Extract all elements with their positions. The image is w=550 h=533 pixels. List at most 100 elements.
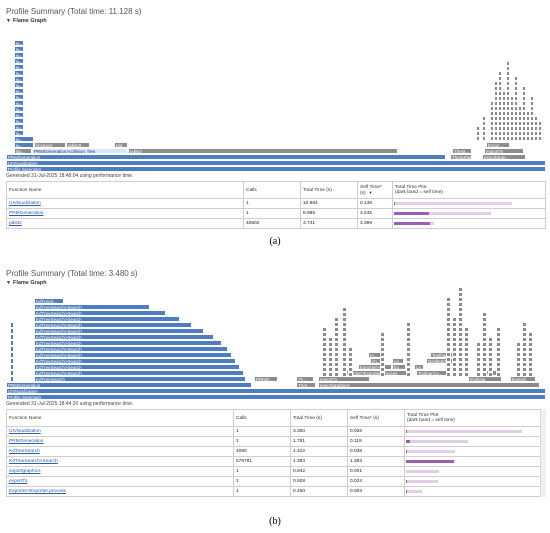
flame-frame-tower[interactable] <box>514 86 518 91</box>
flame-frame-bu[interactable]: Bu... <box>14 112 24 118</box>
flame-frame-tower[interactable] <box>446 317 451 322</box>
flame-frame-tower[interactable] <box>494 126 498 131</box>
flame-frame-bu[interactable]: Bu... <box>14 148 32 154</box>
flame-frame-tower[interactable] <box>452 367 457 372</box>
flame-frame-tower[interactable] <box>522 332 527 337</box>
flame-frame-kdtreesearch-search[interactable]: KdTreeSearch>Search <box>34 328 204 334</box>
flame-frame-tower[interactable] <box>458 302 463 307</box>
flame-frame-sliver[interactable] <box>10 322 14 328</box>
flame-frame-tower[interactable] <box>514 76 518 81</box>
flame-frame-tower[interactable] <box>380 357 385 362</box>
flame-frame-tower[interactable] <box>342 362 347 367</box>
flame-frame-tower[interactable] <box>518 131 522 136</box>
flame-frame-tower[interactable] <box>334 347 339 352</box>
flame-frame-tower[interactable] <box>446 357 451 362</box>
flame-frame-tower[interactable] <box>530 136 534 141</box>
flame-frame-tower[interactable] <box>522 126 526 131</box>
flame-frame-tower[interactable] <box>446 372 451 377</box>
flame-frame-tower[interactable] <box>510 116 514 121</box>
flame-frame-tower[interactable] <box>452 317 457 322</box>
flame-frame-tower[interactable] <box>482 357 487 362</box>
flame-frame-tower[interactable] <box>510 131 514 136</box>
flame-frame-tower[interactable] <box>380 372 385 377</box>
flame-frame-kdtreesearch-search[interactable]: KdTreeSearch>Search <box>34 334 214 340</box>
flame-frame-tower[interactable] <box>498 81 502 86</box>
table-scrollbar[interactable] <box>540 409 546 497</box>
column-self-time[interactable]: Self Time* (s) ▼ <box>357 181 393 199</box>
flame-frame-sliver[interactable] <box>10 340 14 346</box>
column-calls[interactable]: Calls <box>243 181 301 199</box>
flame-frame-sliver[interactable] <box>10 334 14 340</box>
flame-frame-tower[interactable] <box>446 342 451 347</box>
flame-frame-tower[interactable] <box>328 352 333 357</box>
flame-frame-tower[interactable] <box>458 357 463 362</box>
flame-frame-tower[interactable] <box>498 106 502 111</box>
flame-frame-tower[interactable] <box>528 352 533 357</box>
flame-frame-tower[interactable] <box>528 362 533 367</box>
flame-frame-tower[interactable] <box>406 332 411 337</box>
flame-frame-tower[interactable] <box>406 362 411 367</box>
flame-frame-tower[interactable] <box>458 312 463 317</box>
flame-frame-bu[interactable]: Bu... <box>14 106 24 112</box>
flame-frame-tower[interactable] <box>494 91 498 96</box>
flame-frame-tower[interactable] <box>502 116 506 121</box>
flame-frame-tower[interactable] <box>488 362 493 367</box>
flame-frame-tower[interactable] <box>458 372 463 377</box>
flame-frame-tower[interactable] <box>516 347 521 352</box>
flame-frame-tower[interactable] <box>476 357 481 362</box>
flame-frame-tower[interactable] <box>488 372 493 377</box>
flame-frame-tower[interactable] <box>528 342 533 347</box>
flame-frame-tower[interactable] <box>452 337 457 342</box>
table-row[interactable]: UIVisualization 1 3.350 0.026 <box>6 426 546 437</box>
flame-frame-tower[interactable] <box>506 126 510 131</box>
flame-frame-tower[interactable] <box>522 136 526 141</box>
flame-frame-tower[interactable] <box>342 352 347 357</box>
flame-frame-tower[interactable] <box>322 362 327 367</box>
flame-frame-tower[interactable] <box>522 101 526 106</box>
flame-frame-tower[interactable] <box>334 342 339 347</box>
flame-frame-tower[interactable] <box>446 332 451 337</box>
flame-frame-tower[interactable] <box>482 372 487 377</box>
flame-frame-tower[interactable] <box>494 131 498 136</box>
flame-frame-kdtreesearch-search[interactable]: KdTreeSearch>Search <box>34 322 192 328</box>
flame-frame-bu[interactable]: Bu... <box>14 52 24 58</box>
flame-frame-tower[interactable] <box>476 126 480 131</box>
flame-frame-tower[interactable] <box>510 96 514 101</box>
flame-frame-tower[interactable] <box>514 91 518 96</box>
flame-frame-tower[interactable] <box>510 111 514 116</box>
function-link[interactable]: pdist2 <box>9 221 22 226</box>
function-link[interactable]: exportgraphics <box>9 469 41 474</box>
flame-frame-tower[interactable] <box>482 317 487 322</box>
function-link[interactable]: UIVisualization <box>9 201 41 206</box>
flame-frame-bu[interactable]: Bu... <box>14 46 24 52</box>
flame-frame-tower[interactable] <box>502 91 506 96</box>
flame-frame-tower[interactable] <box>464 332 469 337</box>
flame-frame-tower[interactable] <box>482 347 487 352</box>
flame-frame-tower[interactable] <box>518 106 522 111</box>
table-row[interactable]: exportTo 1 0.928 0.024 <box>6 476 546 487</box>
flame-frame-tower[interactable] <box>380 342 385 347</box>
flame-frame-linspace[interactable]: linspace <box>34 142 66 148</box>
flame-frame-tower[interactable] <box>526 126 530 131</box>
flame-frame-tower[interactable] <box>494 81 498 86</box>
flame-frame-tower[interactable] <box>334 332 339 337</box>
column-total-time[interactable]: Total Time (s) <box>290 409 348 427</box>
flame-frame-tower[interactable] <box>514 81 518 86</box>
flame-frame-theta-2[interactable]: Theta... <box>452 148 472 154</box>
flame-frame-tower[interactable] <box>506 61 510 66</box>
flame-frame-tower[interactable] <box>506 111 510 116</box>
flame-frame-tower[interactable] <box>502 101 506 106</box>
column-total-time-plot[interactable]: Total Time Plot (dark band = self time) <box>404 409 546 427</box>
flame-frame-tower[interactable] <box>522 362 527 367</box>
flame-frame-tower[interactable] <box>482 121 486 126</box>
flame-frame-tower[interactable] <box>528 347 533 352</box>
column-total-time[interactable]: Total Time (s) <box>300 181 358 199</box>
flame-frame-sliver[interactable] <box>10 370 14 376</box>
flame-frame-tower[interactable] <box>348 357 353 362</box>
flame-frame-tower[interactable] <box>446 297 451 302</box>
flame-frame-tower[interactable] <box>380 332 385 337</box>
flame-frame-tower[interactable] <box>446 352 451 357</box>
flame-frame-tower[interactable] <box>494 136 498 141</box>
flame-frame-tower[interactable] <box>498 111 502 116</box>
flame-frame-tower[interactable] <box>322 352 327 357</box>
